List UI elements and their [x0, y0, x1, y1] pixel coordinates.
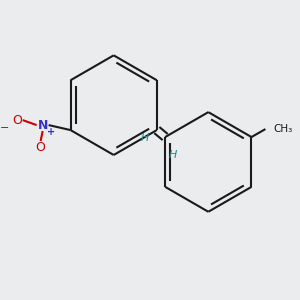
Text: O: O — [36, 140, 46, 154]
Text: CH₃: CH₃ — [273, 124, 292, 134]
Text: H: H — [169, 150, 177, 160]
Text: N: N — [38, 118, 48, 132]
Text: H: H — [141, 133, 149, 143]
Text: −: − — [0, 123, 10, 133]
Text: O: O — [12, 114, 22, 127]
Text: +: + — [46, 127, 55, 137]
